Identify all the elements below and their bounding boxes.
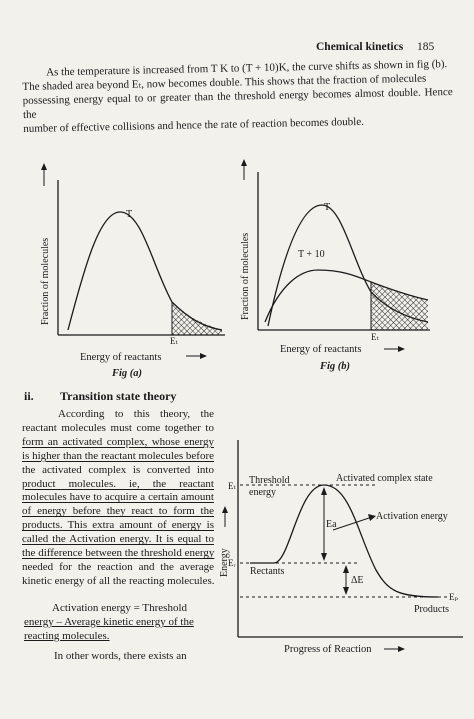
- equation-line: Activation energy = Threshold: [52, 602, 188, 614]
- er-label: Eᵣ: [228, 558, 236, 568]
- chapter-title: Chemical kinetics: [316, 41, 404, 53]
- intro-paragraph: As the temperature is increased from T K…: [22, 57, 453, 136]
- threshold-label-2: energy: [249, 487, 276, 498]
- fig-a-y-arrow-head: [41, 163, 47, 170]
- energy-diagram: Ea ΔE Activation energy Activated comple…: [219, 440, 463, 655]
- tst-line: of energy before they react to form the: [22, 505, 214, 518]
- figures-svg: T Eₜ Fraction of molecules Energy of rea…: [40, 159, 430, 379]
- reactants-label: Rectants: [250, 566, 285, 577]
- fig-a-threshold-label: Eₜ: [170, 336, 178, 346]
- delta-e-label: ΔE: [351, 575, 364, 586]
- fig-b-curve-label-1: T: [324, 202, 330, 213]
- activation-pointer-head: [368, 514, 376, 521]
- tst-line: is higher than the reactant molecules be…: [22, 449, 214, 462]
- threshold-label: Threshold: [249, 475, 290, 486]
- complex-label: Activated complex state: [336, 473, 433, 484]
- ep-label: Eₚ: [449, 592, 458, 602]
- tst-line: kinetic energy of all the reacting molec…: [22, 574, 215, 587]
- tst-line: reactant molecules must come together to: [22, 421, 214, 434]
- fig-b-xlabel: Energy of reactants: [280, 344, 361, 355]
- tst-line: the activated complex is converted into: [22, 463, 214, 476]
- tst-line: form an activated complex, whose energy: [22, 435, 214, 448]
- products-label: Products: [414, 604, 449, 615]
- equation-line: energy – Average kinetic energy of the: [24, 616, 194, 628]
- last-line: In other words, there exists an: [54, 650, 187, 662]
- activation-energy-label: Activation energy: [376, 511, 448, 522]
- fig-a-curve-label: T: [126, 209, 132, 220]
- section-title: Transition state theory: [60, 389, 177, 403]
- tst-line: molecules have to acquire a certain amou…: [22, 491, 214, 504]
- tst-line: products. This extra amount of energy is: [22, 519, 214, 532]
- activation-pointer: [332, 516, 373, 531]
- fig-b-caption: Fig (b): [319, 361, 350, 372]
- tst-line: According to this theory, the: [58, 408, 214, 420]
- fig-b-y-arrow-head: [241, 159, 247, 166]
- section-number: ii.: [24, 389, 34, 403]
- ea-arrow-head-top: [321, 487, 327, 495]
- delta-e-arrow-head-bottom: [343, 587, 349, 595]
- fig-b-threshold-label: Eₜ: [371, 332, 379, 342]
- fig-a: T Eₜ Fraction of molecules Energy of rea…: [40, 163, 225, 379]
- energy-xlabel: Progress of Reaction: [284, 644, 372, 655]
- energy-x-arrow-head: [398, 646, 405, 652]
- fig-b-ylabel: Fraction of molecules: [240, 233, 251, 320]
- fig-b-x-arrow-head: [398, 346, 405, 352]
- tst-line: needed for the reaction and the average: [22, 560, 214, 573]
- fig-b-curve-t: [267, 204, 429, 327]
- tst-line: called the Activation energy. It is equa…: [22, 533, 214, 546]
- energy-curve: [250, 484, 439, 598]
- delta-e-arrow-head-top: [343, 565, 349, 573]
- equation-block: Activation energy = Threshold energy – A…: [24, 601, 216, 643]
- et-label: Eₜ: [228, 481, 236, 491]
- fig-b-curve-t10: [264, 269, 429, 323]
- fig-a-shaded-area-cross: [172, 302, 222, 335]
- fig-a-x-arrow-head: [200, 353, 207, 359]
- fig-a-xlabel: Energy of reactants: [80, 352, 161, 363]
- energy-y-arrow-head: [222, 506, 228, 513]
- fig-b-shaded-area-cross: [371, 282, 428, 330]
- fig-b: T T + 10 Eₜ Fraction of molecules Energy…: [240, 159, 430, 372]
- fig-a-ylabel: Fraction of molecules: [40, 238, 51, 325]
- fig-b-curve-label-2: T + 10: [298, 249, 325, 260]
- tst-line: product molecules. ie, the reactant: [22, 477, 214, 490]
- page-number: 185: [417, 41, 435, 53]
- energy-ylabel: Energy: [219, 548, 230, 577]
- tst-line: the difference between the threshold ene…: [22, 547, 215, 560]
- ea-arrow-head-bottom: [321, 553, 327, 561]
- ea-label: Ea: [326, 519, 337, 530]
- fig-a-caption: Fig (a): [111, 368, 142, 379]
- tst-paragraph: According to this theory, the reactant m…: [22, 408, 215, 589]
- fig-a-curve: [67, 211, 223, 331]
- equation-line: reacting molecules.: [24, 630, 110, 642]
